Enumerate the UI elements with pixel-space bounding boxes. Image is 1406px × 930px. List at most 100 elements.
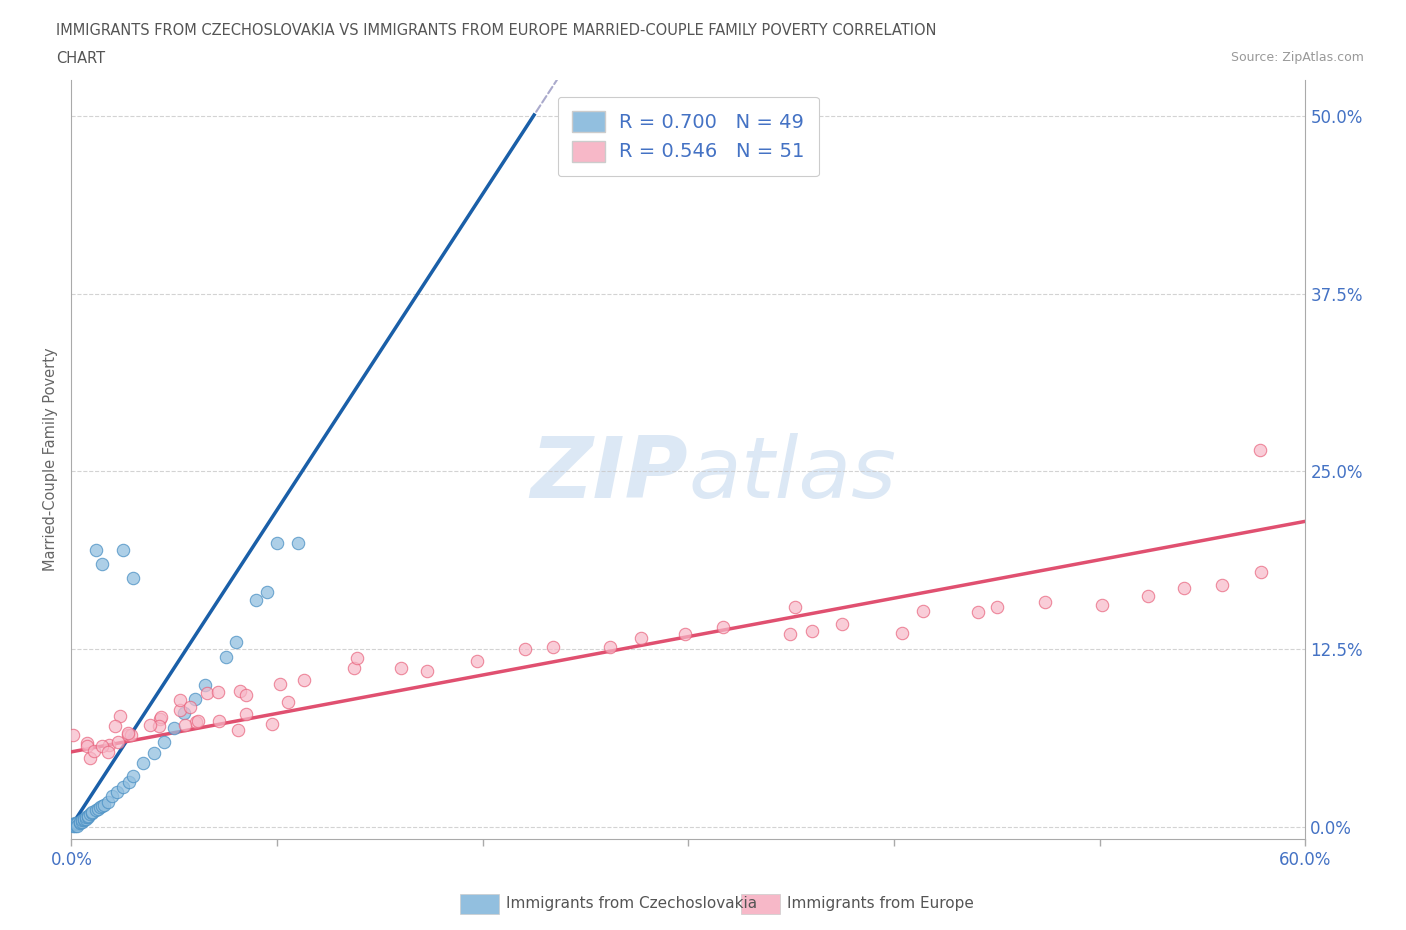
Point <box>214 649 236 664</box>
Point <box>132 756 155 771</box>
Point <box>1249 442 1271 457</box>
Point <box>139 718 162 733</box>
Point <box>80 805 103 820</box>
Point <box>465 654 488 669</box>
Point <box>513 642 536 657</box>
Point <box>986 599 1008 614</box>
Point <box>207 684 229 699</box>
Point <box>62 818 84 833</box>
Point <box>1211 578 1233 592</box>
Point <box>541 639 564 654</box>
Point <box>179 699 201 714</box>
Point <box>79 807 101 822</box>
Text: Immigrants from Czechoslovakia: Immigrants from Czechoslovakia <box>506 897 758 911</box>
Point <box>69 814 91 829</box>
Point <box>630 631 652 645</box>
Point <box>65 816 87 830</box>
Point <box>711 619 734 634</box>
Point <box>229 684 252 698</box>
Point <box>187 714 209 729</box>
Point <box>173 706 195 721</box>
Point <box>110 709 132 724</box>
Point <box>343 660 366 675</box>
Point <box>1033 594 1056 609</box>
Point <box>169 703 191 718</box>
Point <box>891 626 914 641</box>
Point <box>1091 597 1114 612</box>
Point <box>118 775 141 790</box>
Point <box>97 737 120 752</box>
Point <box>235 707 257 722</box>
Point <box>111 542 134 557</box>
Point <box>89 800 111 815</box>
Text: CHART: CHART <box>56 51 105 66</box>
Point <box>256 585 278 600</box>
Point <box>122 768 145 783</box>
Point <box>76 736 98 751</box>
Point <box>269 677 291 692</box>
Point <box>245 592 267 607</box>
Point <box>69 816 91 830</box>
Point <box>62 727 84 742</box>
Point <box>277 695 299 710</box>
Point <box>70 814 93 829</box>
Point <box>142 746 165 761</box>
Point <box>226 723 249 737</box>
Point <box>208 713 231 728</box>
Point <box>1250 565 1272 580</box>
Point <box>84 542 107 557</box>
Point <box>346 651 368 666</box>
Point <box>79 751 101 766</box>
Point <box>105 784 128 799</box>
Point <box>97 794 120 809</box>
Point <box>93 797 115 812</box>
Point <box>104 718 127 733</box>
Point <box>831 617 853 631</box>
Point <box>76 808 98 823</box>
Point <box>148 711 170 726</box>
Text: ZIP: ZIP <box>530 433 689 516</box>
Point <box>911 604 934 618</box>
Point <box>70 813 93 828</box>
Point <box>66 817 89 832</box>
Point <box>80 804 103 819</box>
Point <box>194 678 217 693</box>
Point <box>91 556 114 571</box>
Point <box>91 739 114 754</box>
Point <box>150 710 173 724</box>
Point <box>87 802 110 817</box>
Point <box>122 571 145 586</box>
Point <box>1137 589 1160 604</box>
Y-axis label: Married-Couple Family Poverty: Married-Couple Family Poverty <box>44 348 58 571</box>
Text: IMMIGRANTS FROM CZECHOSLOVAKIA VS IMMIGRANTS FROM EUROPE MARRIED-COUPLE FAMILY P: IMMIGRANTS FROM CZECHOSLOVAKIA VS IMMIGR… <box>56 23 936 38</box>
Point <box>97 744 120 759</box>
Point <box>163 720 186 735</box>
Point <box>153 735 176 750</box>
Point <box>65 817 87 832</box>
Point <box>184 714 207 729</box>
Point <box>169 693 191 708</box>
Point <box>148 719 170 734</box>
Point <box>117 727 139 742</box>
Point <box>72 813 94 828</box>
Point <box>800 623 823 638</box>
Point <box>183 692 205 707</box>
Point <box>292 672 315 687</box>
Point <box>83 743 105 758</box>
Point <box>107 735 129 750</box>
Point <box>72 811 94 826</box>
Point <box>779 627 801 642</box>
Point <box>262 717 284 732</box>
Point <box>266 536 288 551</box>
Point <box>120 728 142 743</box>
Point <box>1173 581 1195 596</box>
Legend: R = 0.700   N = 49, R = 0.546   N = 51: R = 0.700 N = 49, R = 0.546 N = 51 <box>558 97 818 177</box>
Point <box>75 810 97 825</box>
Point <box>174 718 197 733</box>
Point <box>111 780 134 795</box>
Point <box>225 635 247 650</box>
Point <box>673 627 696 642</box>
Text: Source: ZipAtlas.com: Source: ZipAtlas.com <box>1230 51 1364 64</box>
Point <box>76 738 98 753</box>
Point <box>65 818 87 833</box>
